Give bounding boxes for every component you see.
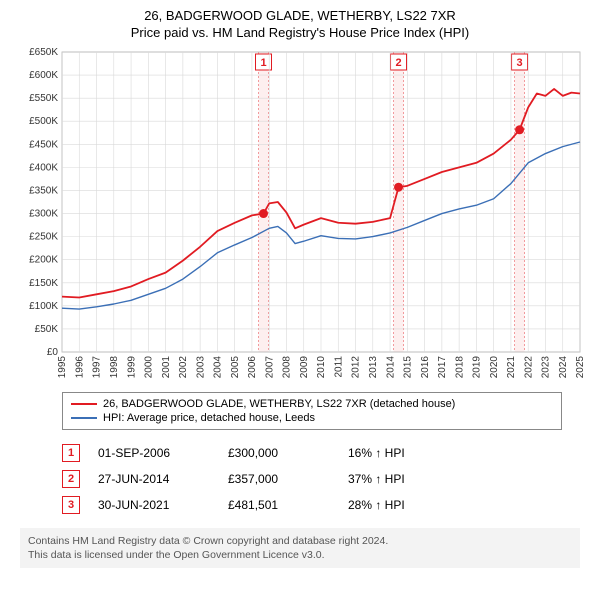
svg-text:2002: 2002 xyxy=(178,356,189,379)
svg-text:2012: 2012 xyxy=(351,356,362,379)
svg-text:£50K: £50K xyxy=(35,324,59,335)
sales-row: 2 27-JUN-2014£357,00037% ↑ HPI xyxy=(62,466,588,492)
svg-text:£150K: £150K xyxy=(29,278,58,289)
title-address: 26, BADGERWOOD GLADE, WETHERBY, LS22 7XR xyxy=(10,8,590,23)
svg-text:£100K: £100K xyxy=(29,301,58,312)
svg-text:2: 2 xyxy=(395,57,401,69)
svg-text:2019: 2019 xyxy=(472,356,483,379)
sale-delta: 37% ↑ HPI xyxy=(348,472,468,486)
svg-text:£350K: £350K xyxy=(29,185,58,196)
svg-text:£650K: £650K xyxy=(29,47,58,58)
svg-text:2009: 2009 xyxy=(299,356,310,379)
svg-text:2003: 2003 xyxy=(195,356,206,379)
page: 26, BADGERWOOD GLADE, WETHERBY, LS22 7XR… xyxy=(0,0,600,576)
svg-text:2008: 2008 xyxy=(282,356,293,379)
sale-delta: 16% ↑ HPI xyxy=(348,446,468,460)
svg-text:2006: 2006 xyxy=(247,356,258,379)
svg-text:2021: 2021 xyxy=(506,356,517,379)
legend-label: 26, BADGERWOOD GLADE, WETHERBY, LS22 7XR… xyxy=(103,398,455,410)
svg-text:2016: 2016 xyxy=(420,356,431,379)
svg-text:£600K: £600K xyxy=(29,70,58,81)
sale-marker: 3 xyxy=(62,496,80,514)
chart-svg: 123£0£50K£100K£150K£200K£250K£300K£350K£… xyxy=(10,46,590,386)
sales-table: 1 01-SEP-2006£300,00016% ↑ HPI 2 27-JUN-201… xyxy=(62,440,588,518)
sale-price: £481,501 xyxy=(228,498,348,512)
svg-text:1996: 1996 xyxy=(74,356,85,379)
legend-swatch xyxy=(71,417,97,419)
svg-text:£500K: £500K xyxy=(29,116,58,127)
svg-text:2024: 2024 xyxy=(558,356,569,379)
svg-text:2007: 2007 xyxy=(264,356,275,379)
attribution: Contains HM Land Registry data © Crown c… xyxy=(20,528,580,568)
svg-text:2020: 2020 xyxy=(489,356,500,379)
svg-text:1: 1 xyxy=(260,57,266,69)
sales-row: 3 30-JUN-2021£481,50128% ↑ HPI xyxy=(62,492,588,518)
svg-text:£200K: £200K xyxy=(29,255,58,266)
svg-text:1999: 1999 xyxy=(126,356,137,379)
sale-delta: 28% ↑ HPI xyxy=(348,498,468,512)
legend-item: 26, BADGERWOOD GLADE, WETHERBY, LS22 7XR… xyxy=(71,397,553,411)
svg-text:£250K: £250K xyxy=(29,232,58,243)
sale-marker: 1 xyxy=(62,444,80,462)
svg-text:2018: 2018 xyxy=(454,356,465,379)
sales-row: 1 01-SEP-2006£300,00016% ↑ HPI xyxy=(62,440,588,466)
svg-text:2025: 2025 xyxy=(575,356,586,379)
legend-item: HPI: Average price, detached house, Leed… xyxy=(71,411,553,425)
svg-text:2005: 2005 xyxy=(230,356,241,379)
sale-date: 01-SEP-2006 xyxy=(98,446,228,460)
price-chart: 123£0£50K£100K£150K£200K£250K£300K£350K£… xyxy=(10,46,590,386)
svg-text:2010: 2010 xyxy=(316,356,327,379)
svg-text:2001: 2001 xyxy=(161,356,172,379)
svg-text:1998: 1998 xyxy=(109,356,120,379)
attribution-line1: Contains HM Land Registry data © Crown c… xyxy=(28,534,572,548)
title-subtitle: Price paid vs. HM Land Registry's House … xyxy=(10,25,590,40)
sale-price: £300,000 xyxy=(228,446,348,460)
sale-price: £357,000 xyxy=(228,472,348,486)
legend-label: HPI: Average price, detached house, Leed… xyxy=(103,412,315,424)
svg-text:£400K: £400K xyxy=(29,162,58,173)
sale-marker: 2 xyxy=(62,470,80,488)
legend: 26, BADGERWOOD GLADE, WETHERBY, LS22 7XR… xyxy=(62,392,562,430)
svg-text:2004: 2004 xyxy=(213,356,224,379)
sale-date: 30-JUN-2021 xyxy=(98,498,228,512)
legend-swatch xyxy=(71,403,97,405)
svg-text:£450K: £450K xyxy=(29,139,58,150)
svg-text:2011: 2011 xyxy=(333,356,344,378)
attribution-line2: This data is licensed under the Open Gov… xyxy=(28,548,572,562)
svg-text:2000: 2000 xyxy=(144,356,155,379)
svg-text:£300K: £300K xyxy=(29,209,58,220)
svg-text:2015: 2015 xyxy=(403,356,414,379)
svg-text:3: 3 xyxy=(517,57,523,69)
svg-text:2013: 2013 xyxy=(368,356,379,379)
sale-date: 27-JUN-2014 xyxy=(98,472,228,486)
svg-text:2017: 2017 xyxy=(437,356,448,379)
svg-text:2014: 2014 xyxy=(385,356,396,379)
svg-text:£550K: £550K xyxy=(29,93,58,104)
svg-text:1995: 1995 xyxy=(57,356,68,379)
svg-text:1997: 1997 xyxy=(92,356,103,379)
svg-text:2022: 2022 xyxy=(523,356,534,379)
svg-text:2023: 2023 xyxy=(541,356,552,379)
